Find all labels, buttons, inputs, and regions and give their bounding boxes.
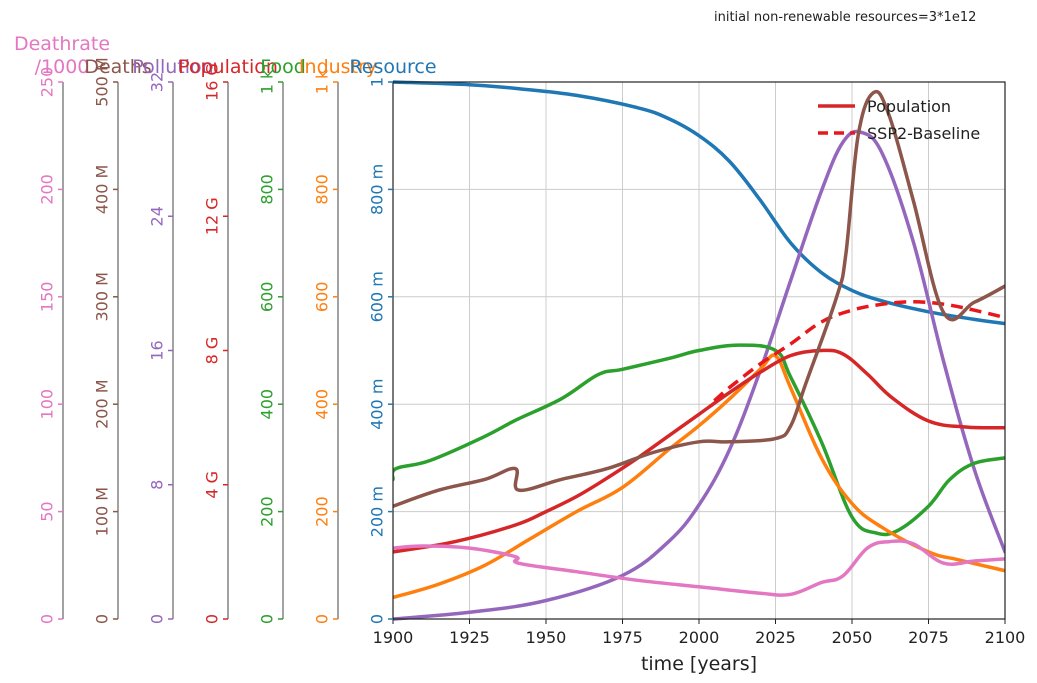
y-tick-label-resource: 600 m — [368, 271, 387, 322]
y-tick-label-pollution: 16 — [148, 340, 167, 360]
y-tick-label-industry: 1 k — [313, 69, 332, 94]
y-tick-label-population: 12 G — [203, 197, 222, 235]
y-tick-label-food: 200 — [258, 496, 277, 527]
series-line-resource — [393, 80, 1005, 326]
y-tick-label-resource: 400 m — [368, 379, 387, 430]
y-tick-label-population: 0 — [203, 614, 222, 624]
y-tick-label-resource: 800 m — [368, 164, 387, 215]
y-tick-label-population: 4 G — [203, 471, 222, 499]
y-tick-label-industry: 200 — [313, 496, 332, 527]
y-tick-label-pollution: 24 — [148, 206, 167, 226]
y-axis-title-deathrate: Deathrate — [14, 33, 110, 55]
legend: Population SSP2-Baseline — [818, 97, 980, 143]
y-axis-deathrate: 0 50 100 150 200 250 Deathrate/1000 — [14, 33, 110, 624]
x-tick-label: 2000 — [679, 628, 720, 647]
x-axis-label: time [years] — [641, 653, 757, 675]
x-tick-label: 2100 — [985, 628, 1026, 647]
y-tick-label-industry: 800 — [313, 174, 332, 205]
y-tick-label-deaths: 400 M — [93, 165, 112, 214]
y-tick-label-food: 1 k — [258, 69, 277, 94]
y-axis-title-resource: Resource — [349, 56, 436, 78]
x-tick-label: 1950 — [526, 628, 567, 647]
y-tick-label-deathrate: 250 — [38, 67, 57, 98]
y-tick-label-resource: 0 — [368, 614, 387, 624]
y-tick-label-deaths: 0 — [93, 614, 112, 624]
series-line-deathrate — [393, 539, 1005, 597]
x-tick-label: 1900 — [373, 628, 414, 647]
y-tick-label-food: 600 — [258, 282, 277, 313]
y-axis-title-population: Population — [178, 56, 278, 78]
x-tick-label: 1975 — [602, 628, 643, 647]
series-line-population — [393, 348, 1005, 554]
y-tick-label-food: 800 — [258, 174, 277, 205]
series-line-ssp2-baseline — [713, 300, 1005, 403]
y-tick-label-food: 0 — [258, 614, 277, 624]
y-tick-label-industry: 400 — [313, 389, 332, 420]
y-tick-label-population: 8 G — [203, 337, 222, 365]
y-tick-label-deathrate: 100 — [38, 389, 57, 420]
y-tick-label-deathrate: 0 — [38, 614, 57, 624]
y-tick-label-deathrate: 50 — [38, 501, 57, 521]
y-tick-label-deathrate: 150 — [38, 282, 57, 313]
x-tick-label: 2025 — [755, 628, 796, 647]
y-tick-label-industry: 600 — [313, 282, 332, 313]
series-line-food — [393, 343, 1005, 537]
y-axis-title-deaths: Deaths — [84, 56, 151, 78]
y-tick-label-deaths: 200 M — [93, 379, 112, 428]
x-axis: 1900 1925 1950 1975 2000 2025 2050 2075 2100 — [373, 619, 1026, 647]
y-tick-label-pollution: 0 — [148, 614, 167, 624]
annotation-text: initial non-renewable resources=3*1e12 — [714, 10, 976, 25]
y-tick-label-deaths: 300 M — [93, 272, 112, 321]
y-tick-label-deathrate: 200 — [38, 174, 57, 205]
y-axis-title-industry: Industry — [299, 56, 377, 78]
y-tick-label-deaths: 500 M — [93, 57, 112, 106]
legend-label-0: Population — [867, 97, 951, 116]
x-tick-label: 1925 — [449, 628, 490, 647]
y-axis-title-food: Food — [260, 56, 306, 78]
x-tick-label: 2075 — [908, 628, 949, 647]
legend-label-1: SSP2-Baseline — [867, 124, 980, 143]
series-line-deaths — [393, 89, 1005, 508]
y-tick-label-pollution: 32 — [148, 72, 167, 92]
y-tick-label-deaths: 100 M — [93, 487, 112, 536]
x-tick-label: 2050 — [832, 628, 873, 647]
y-tick-label-industry: 0 — [313, 614, 332, 624]
y-tick-label-food: 400 — [258, 389, 277, 420]
y-tick-label-resource: 200 m — [368, 486, 387, 537]
series-lines — [393, 80, 1005, 621]
y-tick-label-resource: 1 — [368, 77, 387, 87]
y-tick-label-population: 16 G — [203, 63, 222, 101]
y-tick-label-pollution: 8 — [148, 480, 167, 490]
y-axis-title-pollution: Pollution — [132, 56, 213, 78]
y-axis-title-deathrate-line2: /1000 — [35, 56, 90, 78]
series-line-pollution — [393, 129, 1005, 621]
